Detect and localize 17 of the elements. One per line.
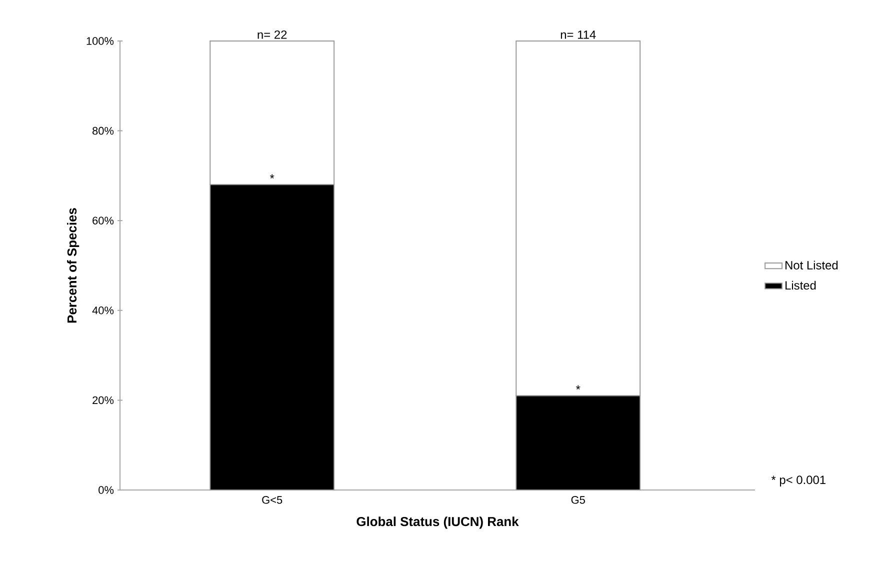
y-tick-label: 80%: [92, 126, 114, 135]
annotation: *: [576, 385, 580, 390]
y-axis-title: Percent of Species: [67, 208, 80, 323]
y-tick-label: 0%: [98, 486, 114, 494]
legend-label: Not Listed: [786, 260, 838, 270]
annotation: *: [270, 174, 274, 178]
text: * p< 0.001: [771, 476, 826, 486]
annotation: n= 22: [258, 30, 287, 39]
y-tick-label: 20%: [92, 396, 114, 404]
x-tick-label: G<5: [262, 496, 282, 504]
y-tick-label: 60%: [92, 216, 114, 224]
annotation: n= 114: [560, 30, 596, 39]
x-axis-title: Global Status (IUCN) Rank: [356, 516, 519, 529]
y-tick-label: 40%: [92, 306, 114, 314]
x-tick-label: G5: [571, 496, 585, 504]
legend-label: Listed: [786, 280, 816, 290]
y-tick-label: 100%: [86, 37, 114, 45]
